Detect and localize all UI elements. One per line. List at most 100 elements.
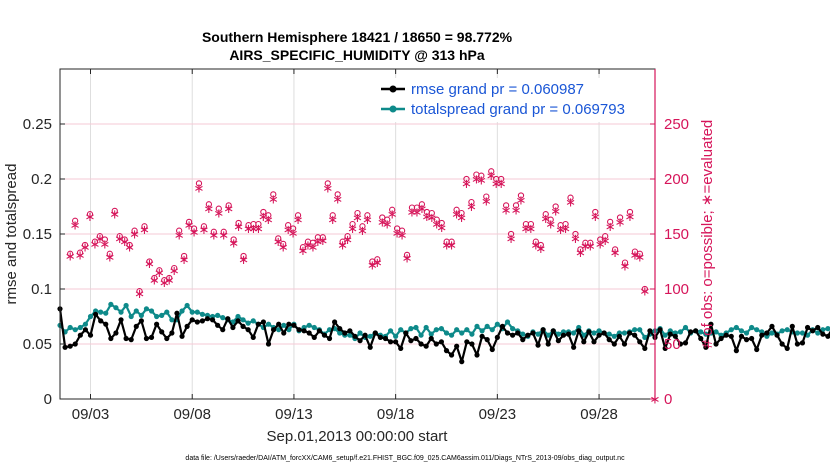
totalspread-point xyxy=(311,324,317,331)
rmse-point xyxy=(586,329,592,335)
obs-evaluated-point: ∗ xyxy=(565,196,576,211)
x-tick-label: 09/08 xyxy=(173,406,211,423)
rmse-point xyxy=(164,335,170,342)
rmse-point xyxy=(601,330,607,336)
totalspread-point xyxy=(642,334,648,340)
rmse-point xyxy=(296,327,302,333)
rmse-point xyxy=(128,337,134,343)
totalspread-point xyxy=(571,330,577,336)
obs-possible-point xyxy=(537,241,544,249)
obs-evaluated-point: ∗ xyxy=(436,221,447,236)
obs-evaluated-point: ∗ xyxy=(342,233,353,248)
rmse-point xyxy=(489,346,495,353)
rmse-point xyxy=(98,318,104,324)
y2-tick-label: 50 xyxy=(664,336,681,353)
obs-possible-point xyxy=(626,208,634,216)
legend: rmse grand pr = 0.060987 totalspread gra… xyxy=(375,78,653,122)
totalspread-point xyxy=(77,324,83,331)
obs-possible-point xyxy=(572,230,579,238)
obs-evaluated-point: ∗ xyxy=(89,237,100,252)
totalspread-point xyxy=(591,330,597,336)
rmse-point xyxy=(245,327,251,333)
rmse-point xyxy=(520,337,526,343)
obs-evaluated-point: ∗ xyxy=(238,253,249,268)
rmse-point xyxy=(87,332,94,338)
rmse-point xyxy=(759,332,765,338)
rmse-point xyxy=(708,321,714,327)
x-tick-label: 09/28 xyxy=(580,406,618,423)
totalspread-point xyxy=(479,328,485,334)
obs-evaluated-point: ∗ xyxy=(149,274,160,289)
obs-evaluated-point: ∗ xyxy=(134,287,145,302)
obs-evaluated-point: ∗ xyxy=(99,237,110,252)
obs-evaluated-point: ∗ xyxy=(639,285,650,300)
rmse-point xyxy=(789,323,795,329)
obs-evaluated-point: ∗ xyxy=(416,202,427,217)
obs-evaluated-point: ∗ xyxy=(397,229,408,244)
rmse-point xyxy=(713,341,719,347)
totalspread-point xyxy=(184,302,190,309)
rmse-point xyxy=(454,343,460,349)
rmse-point xyxy=(545,341,551,347)
obs-evaluated-point: ∗ xyxy=(471,173,482,188)
rmse-point xyxy=(535,342,541,348)
rmse-point xyxy=(342,330,348,336)
obs-possible-point xyxy=(438,219,445,227)
totalspread-point xyxy=(113,305,119,311)
totalspread-point xyxy=(138,312,144,318)
rmse-point xyxy=(749,335,755,342)
totalspread-point xyxy=(474,323,480,329)
obs-evaluated-point: ∗ xyxy=(258,210,269,225)
totalspread-point xyxy=(194,309,200,315)
obs-possible-point xyxy=(146,258,153,265)
obs-possible-point xyxy=(280,240,287,248)
obs-possible-point xyxy=(136,288,143,295)
rmse-point xyxy=(815,324,821,331)
rmse-point xyxy=(291,322,297,328)
rmse-point xyxy=(281,330,287,336)
obs-evaluated-point: ∗ xyxy=(189,225,200,240)
totalspread-point xyxy=(632,327,638,333)
obs-possible-point xyxy=(349,220,356,228)
rmse-point xyxy=(474,352,480,358)
rmse-point xyxy=(82,327,89,333)
rmse-point xyxy=(438,339,445,345)
totalspread-point xyxy=(118,309,124,315)
obs-possible-point xyxy=(156,267,163,274)
rmse-point xyxy=(367,344,373,350)
rmse-point xyxy=(235,318,241,324)
obs-possible-point xyxy=(329,212,336,219)
rmse-point xyxy=(352,333,358,339)
obs-possible-point xyxy=(483,193,490,200)
totalspread-point xyxy=(133,308,139,314)
obs-evaluated-point: ∗ xyxy=(75,248,86,263)
rmse-point xyxy=(204,316,211,322)
totalspread-point xyxy=(418,332,424,338)
totalspread-point xyxy=(235,313,241,320)
obs-evaluated-point: ∗ xyxy=(590,210,601,225)
rmse-point xyxy=(494,334,500,340)
rmse-point xyxy=(718,335,724,342)
rmse-point xyxy=(499,323,506,329)
obs-evaluated-point: ∗ xyxy=(491,177,502,192)
obs-evaluated-point: ∗ xyxy=(535,242,546,257)
obs-evaluated-point: ∗ xyxy=(233,220,244,235)
rmse-point xyxy=(372,330,378,336)
totalspread-point xyxy=(337,330,343,336)
totalspread-point xyxy=(713,329,719,335)
rmse-point xyxy=(682,340,689,346)
rmse-point xyxy=(393,339,399,345)
totalspread-point xyxy=(367,333,373,339)
obs-evaluated-point: ∗ xyxy=(278,241,289,256)
obs-evaluated-point: ∗ xyxy=(85,210,96,225)
obs-evaluated-point: ∗ xyxy=(228,236,239,251)
totalspread-point xyxy=(698,329,704,335)
obs-possible-point xyxy=(86,211,94,218)
totalspread-point xyxy=(159,312,165,318)
obs-evaluated-point: ∗ xyxy=(520,222,531,237)
rmse-point xyxy=(728,333,734,339)
obs-evaluated-point: ∗ xyxy=(243,222,254,237)
obs-evaluated-point: ∗ xyxy=(595,237,606,252)
totalspread-point xyxy=(621,330,628,336)
obs-evaluated-point: ∗ xyxy=(332,192,343,207)
